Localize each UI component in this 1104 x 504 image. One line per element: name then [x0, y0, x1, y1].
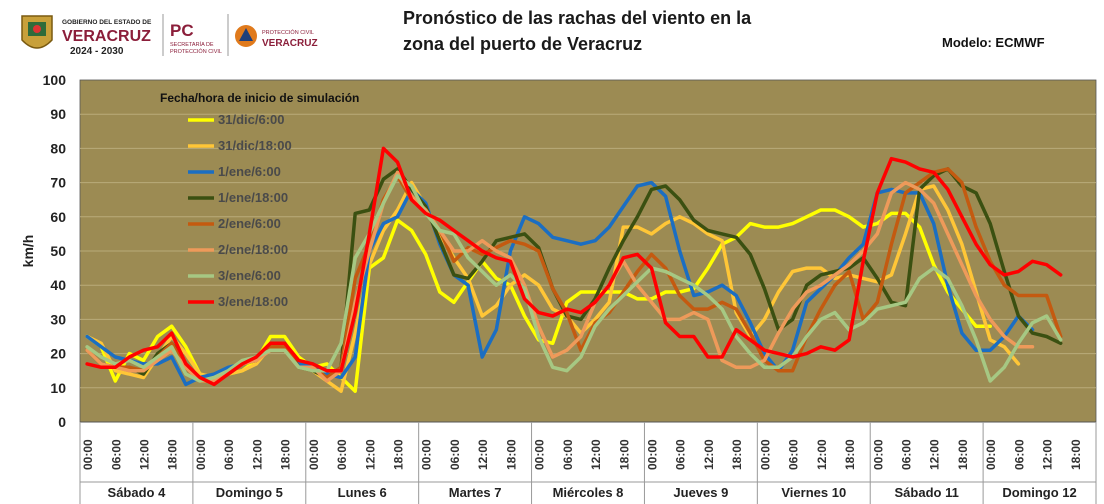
x-day-label: Domingo 5 [216, 485, 283, 500]
x-hour-label: 18:00 [730, 439, 744, 470]
pc-small-text-1: SECRETARÍA DE [170, 41, 214, 48]
x-hour-label: 06:00 [109, 439, 123, 470]
pc-big-text: PC [170, 21, 194, 40]
legend-label: 1/ene/18:00 [218, 190, 288, 205]
x-hour-label: 00:00 [420, 439, 434, 470]
x-day-label: Domingo 12 [1002, 485, 1076, 500]
header: GOBIERNO DEL ESTADO DE VERACRUZ 2024 - 2… [0, 0, 1104, 72]
pc-small-text-2: PROTECCIÓN CIVIL [170, 48, 222, 55]
y-tick-label: 30 [50, 311, 66, 327]
chart-title-line-1: Pronóstico de las rachas del viento en l… [403, 8, 752, 28]
x-hour-label: 00:00 [871, 439, 885, 470]
x-hour-label: 00:00 [81, 439, 95, 470]
y-tick-label: 70 [50, 175, 66, 191]
x-hour-label: 00:00 [533, 439, 547, 470]
y-axis-label: km/h [20, 235, 36, 268]
x-hour-label: 12:00 [589, 439, 603, 470]
x-day-label: Jueves 9 [673, 485, 728, 500]
x-hour-label: 06:00 [561, 439, 575, 470]
series-lines [85, 146, 1063, 393]
x-hour-label: 12:00 [702, 439, 716, 470]
x-hour-label: 12:00 [815, 439, 829, 470]
legend-label: 3/ene/6:00 [218, 268, 281, 283]
gov-years-text: 2024 - 2030 [70, 46, 124, 57]
series-line-8 [85, 146, 1063, 387]
x-hour-label: 06:00 [222, 439, 236, 470]
legend-label: 2/ene/18:00 [218, 242, 288, 257]
y-tick-label: 0 [58, 414, 66, 430]
y-tick-label: 100 [43, 72, 67, 88]
x-hour-label: 06:00 [1012, 439, 1026, 470]
gov-big-text: VERACRUZ [62, 28, 151, 45]
logos-strip: GOBIERNO DEL ESTADO DE VERACRUZ 2024 - 2… [21, 14, 318, 57]
x-hour-label: 12:00 [363, 439, 377, 470]
x-day-label: Lunes 6 [338, 485, 387, 500]
legend-label: 3/ene/18:00 [218, 294, 288, 309]
y-tick-label: 20 [50, 346, 66, 362]
wind-gust-chart: 0 10 20 30 40 50 60 70 80 90 100 km/h Fecha/hora d… [20, 72, 1097, 504]
x-hour-label: 00:00 [758, 439, 772, 470]
chart-title-line-2: zona del puerto de Veracruz [403, 34, 643, 54]
x-hour-label: 06:00 [335, 439, 349, 470]
pcv-big-text: VERACRUZ [262, 38, 318, 49]
x-hour-label: 12:00 [928, 439, 942, 470]
pcv-small-text: PROTECCIÓN CIVIL [262, 29, 314, 36]
y-tick-label: 80 [50, 140, 66, 156]
x-hour-label: 12:00 [250, 439, 264, 470]
y-tick-label: 90 [50, 106, 66, 122]
x-hour-label: 18:00 [956, 439, 970, 470]
x-hour-label: 06:00 [787, 439, 801, 470]
legend-label: 31/dic/18:00 [218, 138, 292, 153]
x-hour-label: 18:00 [843, 439, 857, 470]
x-hour-label: 18:00 [1069, 439, 1083, 470]
x-hour-label: 18:00 [279, 439, 293, 470]
x-day-label: Miércoles 8 [553, 485, 624, 500]
x-hour-label: 18:00 [392, 439, 406, 470]
x-hour-label: 06:00 [448, 439, 462, 470]
x-day-label: Sábado 4 [108, 485, 167, 500]
x-hour-label: 00:00 [646, 439, 660, 470]
legend-title: Fecha/hora de inicio de simulación [160, 91, 359, 105]
civil-protection-icon [235, 25, 257, 47]
legend: Fecha/hora de inicio de simulación 31/di… [160, 91, 359, 309]
x-day-label: Sábado 11 [895, 485, 959, 500]
x-hour-label: 12:00 [476, 439, 490, 470]
x-hour-label: 00:00 [984, 439, 998, 470]
legend-label: 2/ene/6:00 [218, 216, 281, 231]
legend-label: 1/ene/6:00 [218, 164, 281, 179]
x-hour-label: 06:00 [900, 439, 914, 470]
gov-small-text: GOBIERNO DEL ESTADO DE [62, 19, 152, 26]
x-hour-label: 00:00 [307, 439, 321, 470]
y-tick-label: 60 [50, 209, 66, 225]
y-tick-label: 50 [50, 243, 66, 259]
x-hour-label: 12:00 [1041, 439, 1055, 470]
x-axis: 00:00 06:00 12:00 18:00 Sábado 4 00:00 06:00 12… [79, 421, 1097, 504]
series-line-2 [85, 180, 1021, 393]
x-hour-label: 06:00 [674, 439, 688, 470]
y-tick-label: 10 [50, 380, 66, 396]
veracruz-shield-icon [21, 15, 53, 49]
y-axis-ticks: 0 10 20 30 40 50 60 70 80 90 100 [43, 72, 67, 430]
x-hour-label: 18:00 [166, 439, 180, 470]
x-hour-label: 12:00 [138, 439, 152, 470]
x-day-label: Viernes 10 [781, 485, 846, 500]
x-hour-label: 18:00 [504, 439, 518, 470]
x-hour-label: 18:00 [617, 439, 631, 470]
x-day-label: Martes 7 [449, 485, 502, 500]
y-tick-label: 40 [50, 277, 66, 293]
model-label: Modelo: ECMWF [942, 35, 1045, 50]
legend-label: 31/dic/6:00 [218, 112, 285, 127]
x-hour-label: 00:00 [194, 439, 208, 470]
